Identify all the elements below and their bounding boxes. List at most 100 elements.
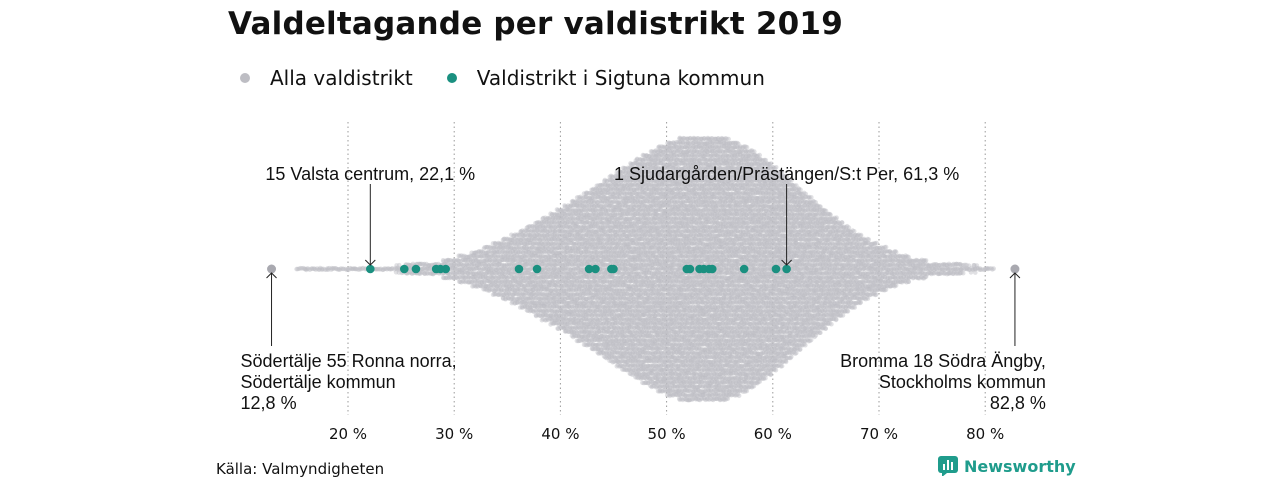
district-point — [348, 266, 354, 272]
legend-label-all: Alla valdistrikt — [270, 66, 413, 90]
x-tick-label: 50 % — [648, 425, 686, 443]
district-point — [319, 267, 325, 273]
district-point — [311, 266, 316, 272]
district-point — [350, 266, 355, 272]
district-point — [324, 267, 330, 272]
district-point — [396, 262, 402, 268]
district-point — [304, 266, 310, 272]
district-point — [352, 266, 357, 271]
district-point — [393, 270, 399, 275]
district-point — [303, 266, 308, 272]
legend-item-all: Alla valdistrikt — [240, 66, 413, 90]
district-point — [350, 266, 356, 272]
district-point — [301, 265, 306, 271]
district-point — [309, 266, 315, 271]
district-point — [346, 267, 351, 273]
district-point — [357, 266, 363, 271]
x-tick-label: 70 % — [860, 425, 898, 443]
district-point — [333, 266, 339, 272]
district-point — [326, 265, 332, 271]
district-point — [390, 266, 395, 271]
district-point — [337, 267, 343, 273]
district-point — [396, 267, 402, 273]
district-point — [329, 267, 334, 272]
district-point — [384, 266, 390, 272]
district-point — [335, 267, 341, 272]
district-point — [338, 266, 344, 271]
district-point — [312, 266, 317, 272]
district-point — [375, 266, 380, 272]
district-point — [294, 266, 299, 272]
district-point — [309, 266, 314, 272]
district-point — [299, 266, 305, 271]
district-point — [329, 265, 335, 271]
all-districts-swarm — [294, 135, 996, 403]
district-point — [380, 267, 385, 273]
district-point — [395, 265, 400, 271]
district-point — [325, 267, 331, 273]
district-point — [322, 267, 328, 273]
district-point — [304, 267, 309, 273]
district-point — [347, 265, 353, 271]
district-point — [307, 267, 313, 273]
district-point — [296, 266, 302, 272]
district-point — [385, 266, 391, 271]
chart-title: Valdeltagande per valdistrikt 2019 — [228, 6, 843, 42]
legend-dot-sigtuna — [446, 73, 457, 83]
legend-item-sigtuna: Valdistrikt i Sigtuna kommun — [446, 66, 765, 90]
district-point — [319, 266, 325, 272]
district-point — [341, 266, 346, 272]
district-point — [392, 267, 397, 272]
district-point — [321, 266, 326, 272]
district-point — [314, 266, 320, 271]
district-point — [394, 263, 399, 268]
district-point — [360, 266, 365, 271]
district-point — [383, 266, 388, 272]
district-point — [378, 266, 383, 272]
district-point — [393, 265, 398, 271]
legend-label-sigtuna: Valdistrikt i Sigtuna kommun — [476, 66, 765, 90]
district-point — [352, 266, 358, 272]
district-point — [389, 266, 394, 272]
district-point — [373, 266, 379, 272]
district-point — [345, 267, 350, 272]
district-point — [316, 267, 321, 272]
district-point — [340, 266, 345, 272]
district-point — [387, 266, 392, 272]
x-tick-label: 80 % — [966, 425, 1004, 443]
district-point — [409, 262, 414, 268]
district-point — [381, 267, 386, 273]
district-point — [331, 266, 337, 271]
district-point — [302, 266, 307, 272]
district-point — [394, 266, 400, 272]
district-point — [344, 267, 349, 273]
district-point — [407, 266, 413, 272]
legend-dot-all — [240, 73, 250, 83]
district-point — [336, 267, 342, 272]
district-point — [376, 266, 381, 272]
district-point — [396, 270, 402, 275]
legend: Alla valdistrikt Valdistrikt i Sigtuna k… — [240, 66, 799, 90]
district-point — [382, 266, 387, 272]
district-point — [343, 266, 348, 272]
district-point — [407, 263, 413, 268]
district-point — [313, 267, 319, 272]
district-point — [298, 265, 303, 271]
district-point — [333, 266, 338, 271]
district-point — [388, 267, 393, 272]
district-point — [317, 265, 323, 271]
district-point — [353, 266, 359, 272]
district-point — [406, 262, 411, 268]
x-tick-label: 30 % — [435, 425, 473, 443]
district-point — [358, 266, 364, 272]
district-point — [325, 266, 330, 271]
district-point — [317, 267, 322, 272]
district-point — [355, 267, 360, 272]
district-point — [408, 270, 413, 275]
x-tick-label: 60 % — [754, 425, 792, 443]
district-point — [406, 270, 412, 275]
district-point — [330, 266, 336, 272]
district-point — [295, 266, 301, 272]
district-point — [305, 266, 311, 272]
